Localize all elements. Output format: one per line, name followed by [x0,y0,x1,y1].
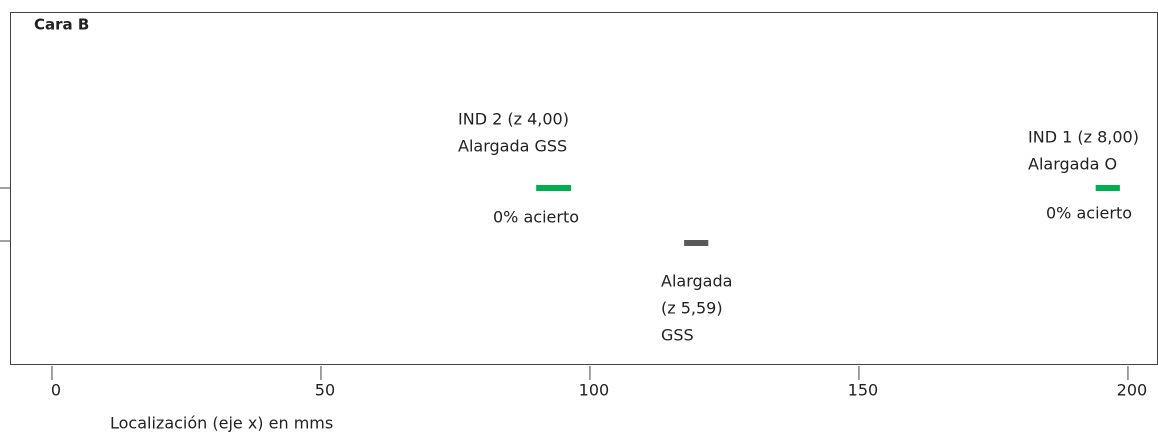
indication-label: IND 1 (z 8,00) [1028,128,1139,147]
indication-label: Alargada [661,272,732,291]
plot-frame [10,12,1158,365]
x-tick-label: 150 [848,381,879,400]
indication-label: IND 2 (z 4,00) [458,110,569,129]
indication-label: GSS [661,326,694,345]
chart-title: Cara B [34,16,89,34]
x-tick-label: 50 [315,381,335,400]
indication-label: Alargada O [1028,155,1117,174]
indication-note: 0% acierto [493,208,579,227]
indication-label: Alargada GSS [458,137,567,156]
x-tick-label: 0 [51,381,61,400]
x-tick-label: 200 [1117,381,1148,400]
indication-note: 0% acierto [1046,204,1132,223]
x-axis-label: Localización (eje x) en mms [110,414,333,433]
x-tick-label: 100 [579,381,610,400]
indication-label: (z 5,59) [661,299,723,318]
